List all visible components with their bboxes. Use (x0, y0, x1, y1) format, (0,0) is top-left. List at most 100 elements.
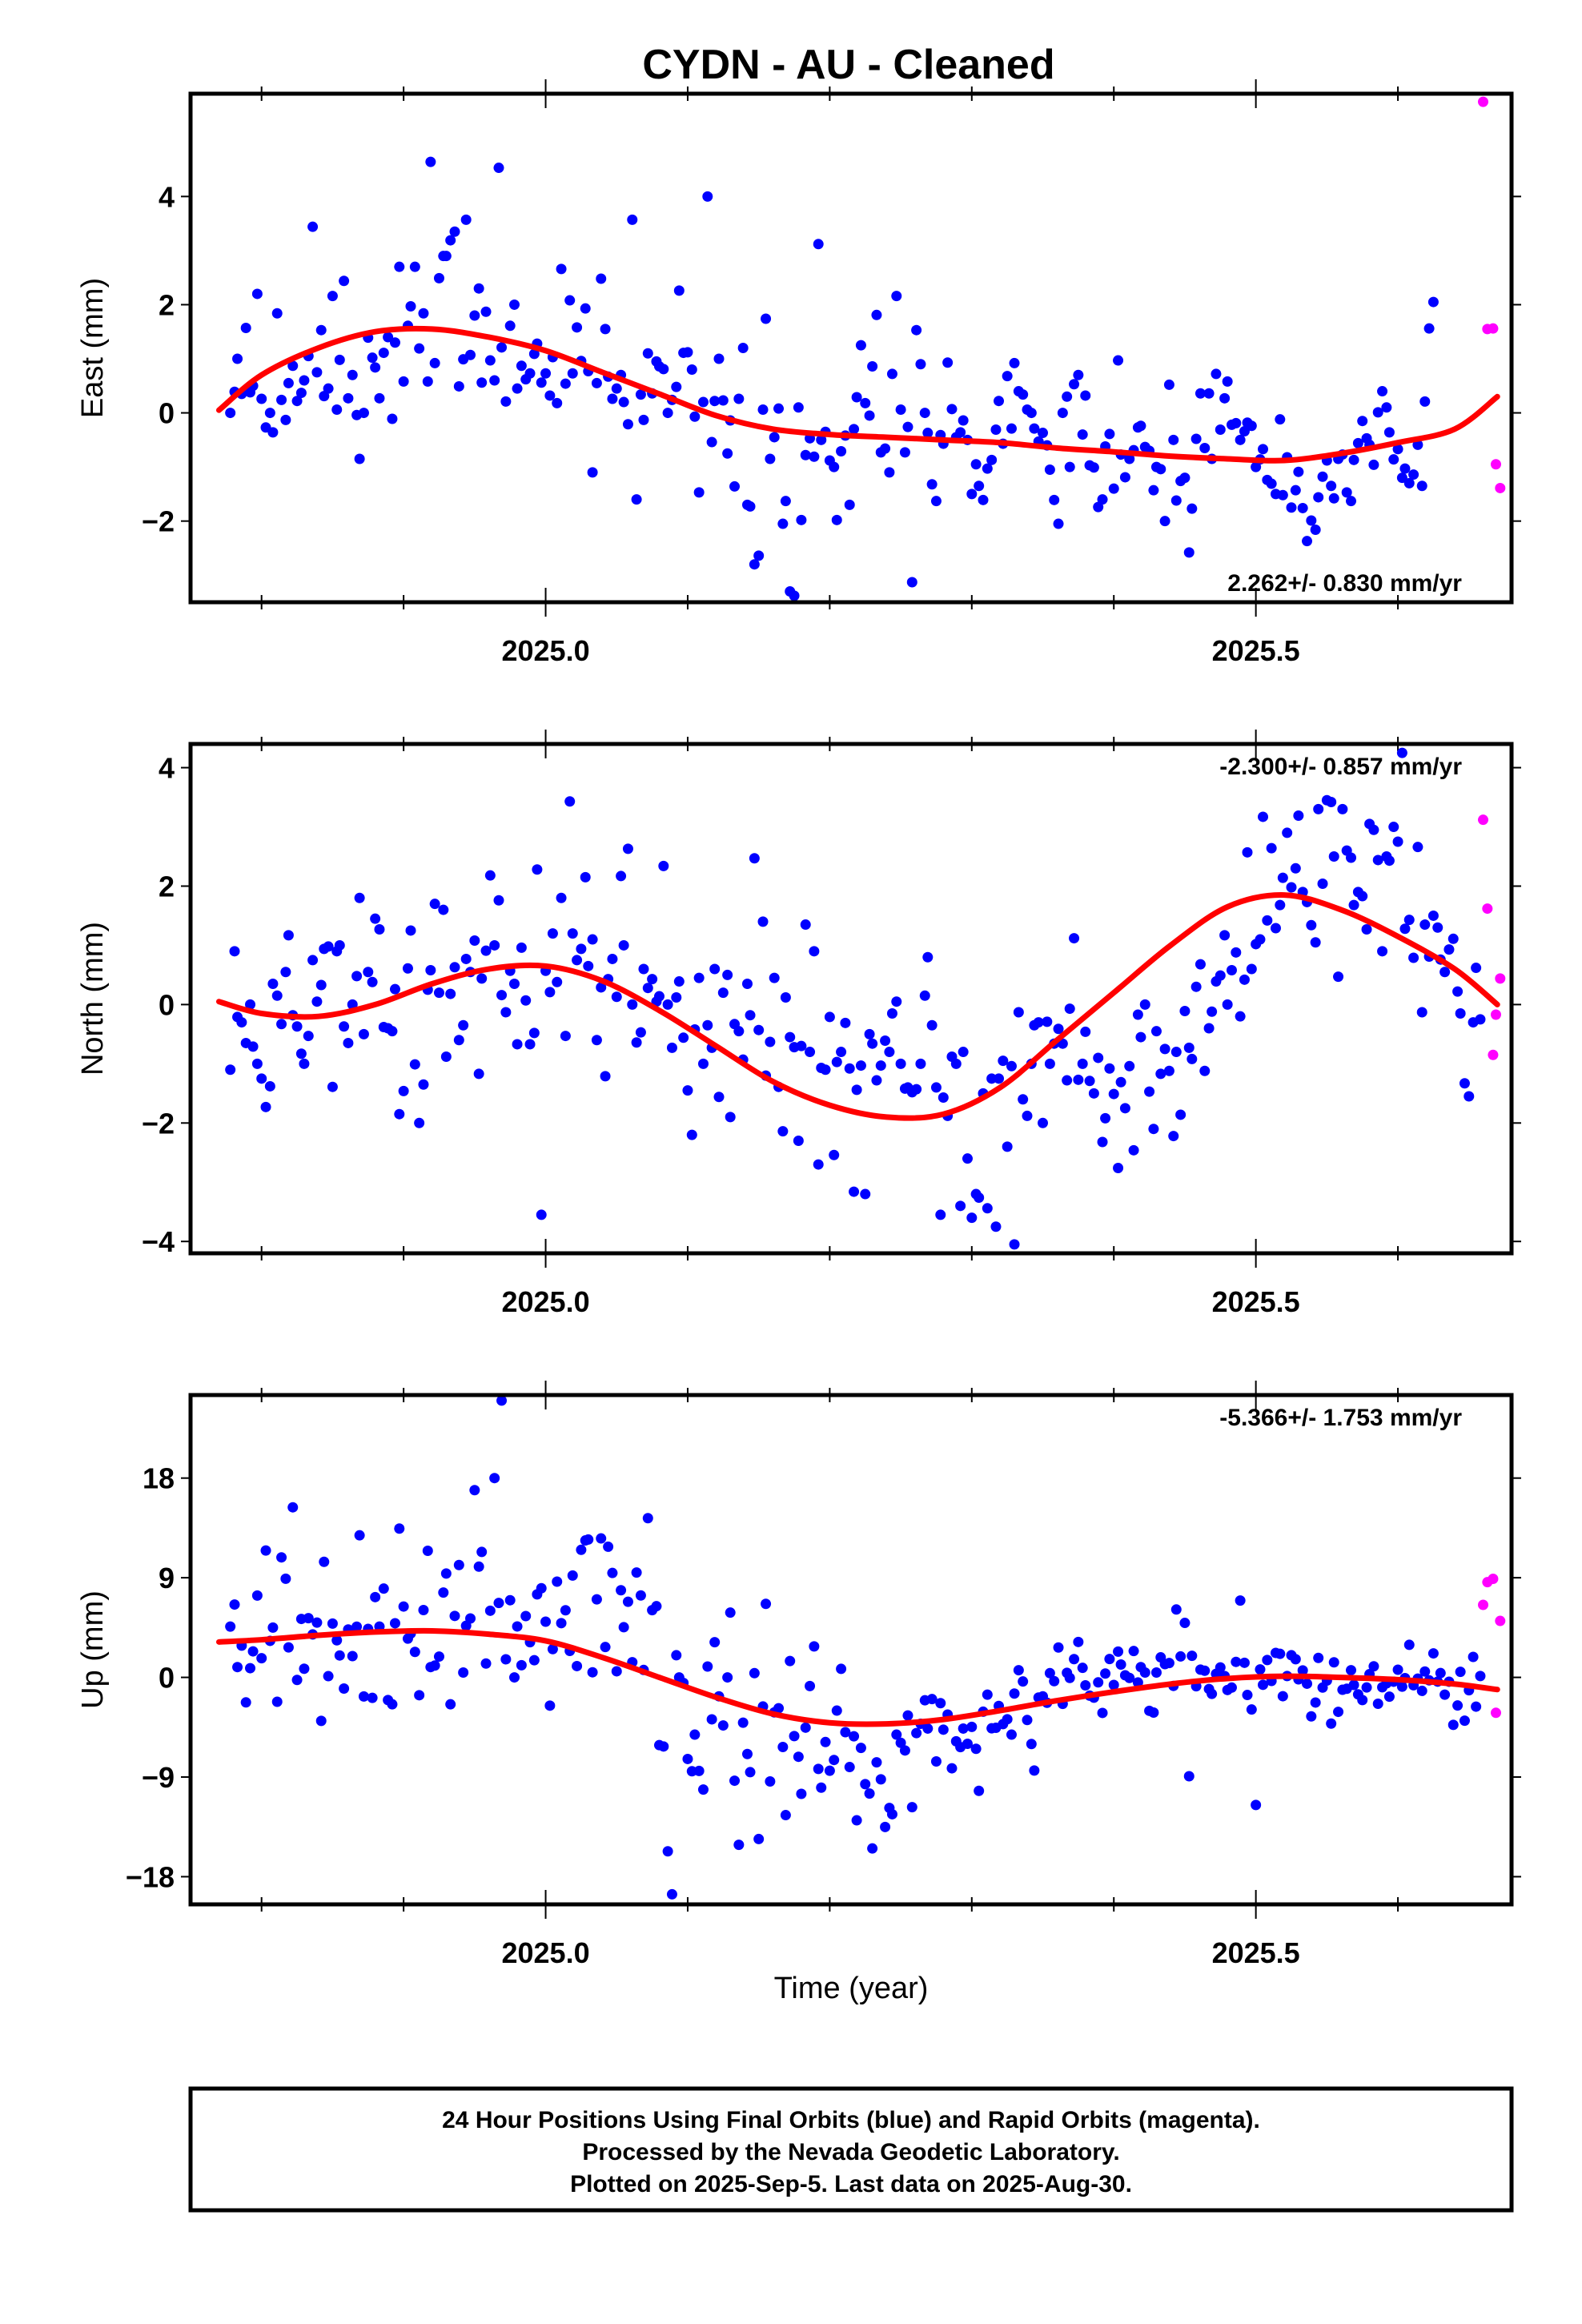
final-orbit-point (702, 191, 713, 202)
final-orbit-point (433, 272, 444, 283)
final-orbit-point (311, 1617, 323, 1628)
final-orbit-point (1381, 402, 1392, 413)
final-orbit-point (473, 1561, 484, 1572)
final-orbit-point (1139, 1667, 1150, 1678)
final-orbit-point (339, 275, 350, 287)
final-orbit-point (1313, 492, 1324, 503)
final-orbit-point (1199, 1065, 1211, 1076)
final-orbit-point (229, 1599, 240, 1610)
final-orbit-point (915, 359, 926, 370)
final-orbit-point (706, 436, 717, 448)
final-orbit-point (1396, 747, 1407, 758)
final-orbit-point (1368, 824, 1379, 835)
final-orbit-point (334, 939, 345, 951)
final-orbit-point (509, 1672, 520, 1683)
final-orbit-point (631, 1567, 642, 1578)
final-orbit-point (1069, 1654, 1080, 1665)
final-orbit-point (440, 1051, 452, 1062)
final-orbit-point (596, 273, 607, 284)
final-orbit-point (493, 163, 504, 174)
final-orbit-point (409, 261, 420, 272)
final-orbit-point (603, 1541, 614, 1552)
final-orbit-point (658, 364, 669, 375)
final-orbit-point (1124, 1672, 1135, 1683)
final-orbit-point (749, 853, 760, 864)
final-orbit-point (351, 1621, 363, 1632)
final-orbit-point (722, 448, 733, 459)
final-orbit-point (809, 946, 820, 957)
final-orbit-point (583, 1534, 594, 1545)
final-orbit-point (1104, 428, 1115, 440)
final-orbit-point (445, 988, 456, 999)
final-orbit-point (405, 300, 416, 312)
final-orbit-point (820, 1736, 831, 1747)
final-orbit-point (966, 1212, 978, 1224)
final-orbit-point (1333, 971, 1344, 983)
final-orbit-point (339, 1021, 350, 1032)
final-orbit-point (1100, 1112, 1111, 1124)
final-orbit-point (1317, 879, 1328, 890)
final-orbit-point (1439, 967, 1451, 978)
final-orbit-point (280, 1573, 291, 1584)
final-orbit-point (1226, 965, 1237, 976)
final-orbit-point (1258, 811, 1269, 822)
final-orbit-point (749, 559, 760, 570)
final-orbit-point (1215, 424, 1226, 436)
final-orbit-point (1333, 1707, 1344, 1718)
final-orbit-point (311, 996, 323, 1007)
final-orbit-point (1222, 376, 1233, 387)
final-orbit-point (1049, 494, 1060, 505)
model-fit-curve (215, 1627, 1500, 1727)
final-orbit-point (1310, 937, 1321, 948)
final-orbit-point (1310, 524, 1321, 535)
final-orbit-point (1203, 388, 1215, 399)
final-orbit-point (950, 1058, 962, 1069)
final-orbit-point (1135, 1031, 1146, 1043)
final-orbit-point (1195, 959, 1206, 970)
final-orbit-point (840, 1727, 851, 1738)
model-fit-curve (215, 892, 1500, 1121)
final-orbit-point (276, 1552, 287, 1563)
final-orbit-point (809, 451, 820, 462)
final-orbit-point (256, 1653, 267, 1664)
final-orbit-point (618, 939, 629, 951)
final-orbit-point (307, 955, 319, 966)
final-orbit-point (765, 1036, 776, 1047)
final-orbit-point (1408, 469, 1419, 480)
final-orbit-point (1064, 1672, 1075, 1683)
final-orbit-point (713, 353, 725, 364)
final-orbit-point (642, 348, 653, 359)
final-orbit-point (1452, 986, 1464, 997)
final-orbit-point (753, 1833, 765, 1844)
final-orbit-point (572, 1660, 583, 1671)
final-orbit-point (851, 392, 862, 403)
final-orbit-point (567, 368, 578, 379)
y-tick-label: 4 (159, 752, 175, 785)
final-orbit-point (1029, 1765, 1040, 1776)
y-ticks-north: −4 −2 0 2 4 (142, 752, 1521, 1258)
final-orbit-point (1163, 379, 1174, 390)
final-orbit-point (1203, 1023, 1215, 1034)
final-orbit-point (245, 999, 256, 1010)
final-orbit-point (438, 904, 449, 915)
final-orbit-point (622, 1596, 633, 1607)
final-orbit-point (1383, 855, 1395, 866)
final-orbit-point (994, 1073, 1005, 1084)
x-tick-label: 2025.0 (501, 1285, 589, 1318)
final-orbit-point (915, 1058, 926, 1069)
final-orbit-point (1211, 368, 1222, 380)
velocity-rate-label: -5.366+/- 1.753 mm/yr (1219, 1405, 1462, 1431)
final-orbit-point (1179, 472, 1191, 484)
final-orbit-point (844, 1063, 855, 1074)
final-orbit-point (1443, 944, 1455, 955)
final-orbit-point (1159, 1043, 1170, 1055)
final-orbit-point (902, 1710, 913, 1721)
final-orbit-point (1242, 1690, 1253, 1701)
final-orbit-point (974, 480, 985, 492)
final-orbit-point (860, 1188, 871, 1200)
final-orbit-point (1155, 464, 1166, 475)
final-orbit-point (1388, 822, 1399, 833)
x-tick-label: 2025.5 (1212, 634, 1300, 667)
final-orbit-point (354, 892, 365, 903)
final-orbit-point (583, 960, 594, 971)
